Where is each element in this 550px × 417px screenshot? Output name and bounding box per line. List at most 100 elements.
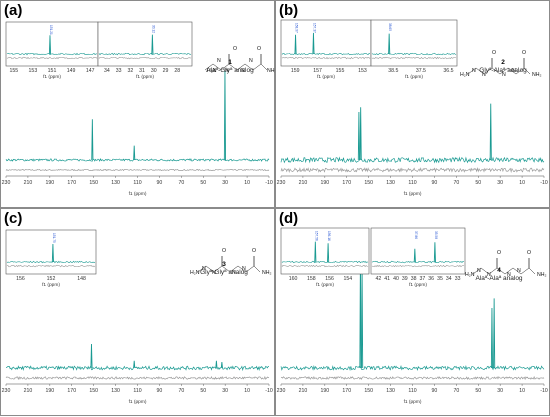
panel-c-x-tick-label: 10: [244, 388, 250, 394]
panel-a-x-tick-label: 30: [222, 180, 228, 186]
panel-a-inset-top-trace: [6, 52, 98, 56]
panel-b-inset-tick-label: 37.5: [416, 68, 426, 74]
panel-b-inset-frame: [370, 19, 458, 67]
panel-d-atom: O: [527, 250, 531, 256]
panel-a-x-tick-label: 230: [2, 180, 11, 186]
panel-b-x-tick-label: 150: [364, 180, 373, 186]
panel-b-bottom-trace: [280, 166, 545, 174]
panel-c-x-tick-label: 50: [200, 388, 206, 394]
panel-c-atom: NH₂: [262, 270, 272, 276]
panel-c-structure-bonds: [197, 256, 261, 273]
panel-a-x-tick-label: 170: [67, 180, 76, 186]
panel-c: 230 210 190 170 150 130 110 90 70 50 30 10 -10 f1 (pp…: [0, 208, 275, 416]
panel-b-x-tick-label: 90: [432, 180, 438, 186]
panel-a-inset-tick-label: 32: [127, 68, 133, 74]
panel-a-peak: [133, 145, 136, 161]
panel-b-atom: N: [482, 72, 486, 78]
panel-c-x-tick-label: 30: [222, 388, 228, 394]
panel-d-inset-1: 157.56 156.16 160 158 156 154 f1 (ppm): [280, 227, 370, 288]
panel-d-svg: 230 210 190 170 150 130 110 90 70 50 30 10 -10 f1 (pp…: [275, 208, 550, 416]
panel-b-inset-tick-label: 155: [336, 68, 345, 74]
panel-d-inset-peak: [413, 248, 416, 263]
panel-c-inset-frame: [5, 229, 97, 275]
panel-d-atom: NH₂: [537, 272, 547, 278]
panel-c-x-tick-label: -10: [265, 388, 273, 394]
panel-a-inset-tick-label: 30: [151, 68, 157, 74]
panel-d-x-tick-label: 130: [386, 388, 395, 394]
panel-d-peak: [493, 298, 496, 369]
panel-d-inset-peak-label: 37.86: [414, 231, 418, 239]
panel-b-atom: N: [472, 68, 476, 74]
panel-a-inset-1: 151.21 155 153 151 149 147 f1 (ppm): [5, 21, 99, 80]
panel-a-top-trace: [5, 158, 270, 162]
panel-a-inset-peak-label: 30.12: [151, 25, 155, 33]
panel-a-inset-x-label: f1 (ppm): [43, 74, 61, 80]
panel-a-x-tick-label: -10: [265, 180, 273, 186]
panel-d-x-tick-label: 110: [408, 388, 416, 394]
panel-c-inset-1: 151.75 156 152 148 f1 (ppm): [5, 229, 97, 288]
panel-a-inset-2: 30.12 34 33 32 31 30 29 28 f1 (ppm): [97, 21, 193, 80]
panel-b-inset-tick-label: 159: [291, 68, 300, 74]
panel-a-atom: N: [241, 68, 245, 74]
panel-d-inset-peak-label: 157.56: [314, 231, 318, 241]
panel-d-compound-name: Alaª-Alaª analog: [475, 275, 522, 282]
panel-a-inset-bottom-trace: [6, 56, 98, 60]
panel-b-inset-peak-label: 38.65: [388, 23, 392, 31]
panel-b-inset-peak: [312, 32, 315, 55]
panel-a-inset-tick-label: 31: [139, 68, 145, 74]
panel-c-compound-number: 3: [222, 261, 226, 268]
panel-c-inset-tick-label: 152: [47, 276, 56, 282]
panel-b-atom: O: [492, 50, 496, 56]
panel-c-inset-top-trace: [6, 260, 96, 264]
panel-b-atom: H₂N: [460, 72, 470, 78]
panel-d-label: (d): [279, 210, 299, 227]
panel-a-atom: O: [257, 46, 261, 52]
panel-c-peak: [220, 361, 223, 369]
panel-b-inset-tick-label: 153: [358, 68, 367, 74]
panel-c-inset-tick-label: 148: [77, 276, 86, 282]
panel-c-top-trace: [5, 365, 270, 372]
panel-b-atom: N: [512, 68, 516, 74]
panel-a-x-tick-label: 90: [157, 180, 163, 186]
panel-a-x-tick-label: 150: [89, 180, 98, 186]
panel-a-frame: [0, 0, 275, 208]
panel-c-atom: N: [232, 270, 236, 276]
panel-d: 230 210 190 170 150 130 110 90 70 50 30 10 -10 f1 (pp…: [275, 208, 550, 416]
panel-c-compound-name: Glyª-Glyª analog: [200, 269, 248, 276]
panel-a-inset-tick-label: 149: [67, 68, 76, 74]
panel-c-x-tick-label: 90: [157, 388, 163, 394]
panel-d-structure-bonds: [472, 258, 536, 275]
panel-a-peak: [91, 119, 94, 161]
panel-d-x-tick-label: 210: [299, 388, 308, 394]
panel-d-bottom-trace: [280, 375, 545, 381]
panel-b-x-tick-label: 210: [299, 180, 308, 186]
panel-b-x-tick-label: 130: [386, 180, 395, 186]
panel-c-inset-tick-label: 156: [16, 276, 25, 282]
panel-d-inset-tick-label: 34: [446, 276, 452, 282]
panel-d-inset-tick-label: 158: [307, 276, 316, 282]
panel-d-inset-tick-label: 154: [343, 276, 352, 282]
panel-d-inset-x-label: f1 (ppm): [316, 282, 334, 288]
panel-a-compound-number: 1: [228, 59, 232, 66]
panel-a-inset-tick-label: 147: [86, 68, 95, 74]
panel-b-inset-peak-label: 158.97: [295, 23, 299, 33]
panel-d-atom: N: [517, 268, 521, 274]
panel-a-atom: H₂N: [207, 68, 217, 74]
panel-d-peak: [361, 269, 364, 369]
panel-b-x-tick-label: -10: [540, 180, 548, 186]
panel-b-compound-number: 2: [501, 59, 505, 66]
panel-a-bottom-trace: [5, 168, 270, 172]
panel-b-peak: [357, 111, 360, 161]
panel-a-inset-tick-label: 151: [48, 68, 57, 74]
panel-c-x-tick-label: 230: [2, 388, 11, 394]
panel-c-inset-peak-label: 151.75: [52, 233, 56, 243]
panel-a-x-axis-label: f1 (ppm): [129, 191, 147, 197]
panel-c-peak: [215, 360, 218, 369]
panel-b: 230 210 190 170 150 130 110 90 70 50 30 10 -10 f1 (pp…: [275, 0, 550, 208]
panel-d-inset-tick-label: 40: [393, 276, 399, 282]
panel-d-x-tick-label: -10: [540, 388, 548, 394]
